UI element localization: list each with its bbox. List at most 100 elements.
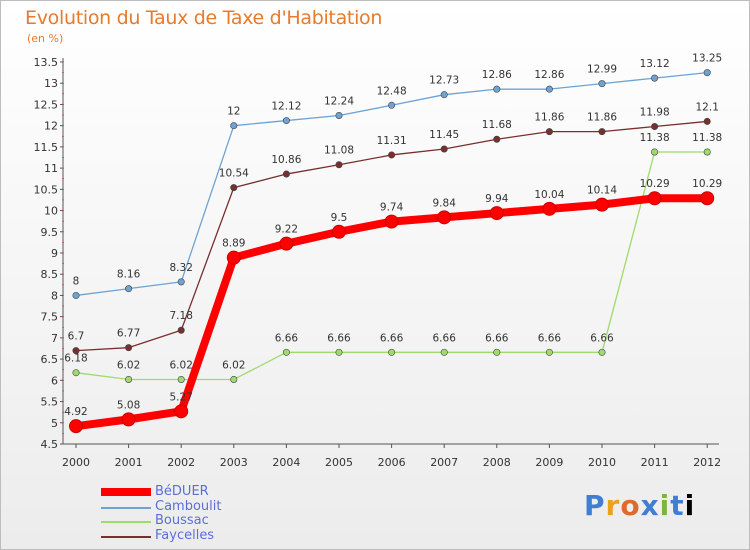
data-label: 11.31 [377, 135, 407, 147]
data-label: 11.38 [692, 132, 722, 144]
data-label: 9.22 [275, 224, 298, 236]
data-label: 8.32 [170, 262, 193, 274]
y-tick-label: 12.5 [34, 98, 59, 111]
data-label: 11.38 [640, 132, 670, 144]
x-tick-label: 2010 [588, 456, 616, 469]
x-tick-label: 2008 [483, 456, 511, 469]
data-point [493, 85, 501, 93]
legend-item-camboulit: Camboulit [101, 499, 341, 515]
data-point [651, 74, 659, 82]
y-tick-label: 8.5 [41, 268, 59, 281]
data-label: 10.29 [640, 178, 670, 190]
data-point [493, 135, 501, 143]
data-label: 11.45 [429, 129, 459, 141]
legend-label: BéDUER [155, 484, 209, 499]
data-point [700, 191, 715, 206]
data-label: 13.12 [640, 58, 670, 70]
data-label: 6.02 [170, 359, 193, 371]
data-point [651, 148, 659, 156]
data-label: 12.12 [271, 101, 301, 113]
data-label: 12.99 [587, 64, 617, 76]
y-tick-label: 5 [51, 417, 58, 430]
data-point [598, 348, 606, 356]
data-label: 8.16 [117, 269, 141, 281]
x-tick-label: 2007 [430, 456, 458, 469]
data-point [230, 375, 238, 383]
data-label: 12.1 [696, 101, 719, 113]
data-point [545, 128, 553, 136]
data-label: 9.94 [485, 193, 509, 205]
y-tick-label: 6.5 [41, 353, 59, 366]
data-label: 12.24 [324, 95, 354, 107]
data-point [388, 348, 396, 356]
data-point [72, 369, 80, 377]
legend-swatch [101, 535, 151, 538]
x-tick-label: 2004 [272, 456, 300, 469]
data-point [72, 291, 80, 299]
y-tick-label: 5.5 [41, 396, 59, 409]
data-point [125, 285, 133, 293]
data-point [226, 250, 241, 265]
legend-label: Faycelles [155, 527, 215, 543]
data-point [440, 348, 448, 356]
data-point [174, 404, 189, 419]
x-tick-label: 2001 [115, 456, 143, 469]
data-label: 6.7 [68, 331, 85, 343]
data-point [125, 344, 133, 352]
data-label: 10.14 [587, 185, 617, 197]
data-point [598, 80, 606, 88]
x-tick-label: 2011 [641, 456, 669, 469]
legend-label: Boussac [155, 513, 209, 528]
data-point [651, 123, 659, 131]
data-label: 12 [227, 106, 240, 118]
legend-swatch [101, 521, 151, 523]
proxiti-logo: Proxiti [584, 489, 696, 522]
chart-title: Evolution du Taux de Taxe d'Habitation [25, 7, 383, 29]
data-label: 11.68 [482, 119, 512, 131]
data-label: 4.92 [64, 406, 87, 418]
data-point [489, 206, 504, 221]
x-tick-label: 2003 [220, 456, 248, 469]
data-label: 6.66 [275, 332, 299, 344]
data-label: 8 [73, 275, 80, 287]
data-point [647, 191, 662, 206]
data-label: 6.66 [485, 332, 509, 344]
data-label: 6.66 [433, 332, 457, 344]
data-label: 6.77 [117, 328, 140, 340]
y-tick-label: 7.5 [41, 311, 59, 324]
x-tick-label: 2012 [693, 456, 721, 469]
y-tick-label: 9.5 [41, 226, 59, 239]
y-tick-label: 13.5 [34, 56, 59, 69]
data-label: 11.86 [587, 112, 617, 124]
data-point [545, 348, 553, 356]
data-point [72, 347, 80, 355]
data-point [703, 148, 711, 156]
data-point [335, 161, 343, 169]
data-point [493, 348, 501, 356]
x-tick-label: 2006 [378, 456, 406, 469]
data-point [279, 236, 294, 251]
unit-label: (en %) [27, 32, 64, 45]
data-point [542, 201, 557, 216]
data-label: 11.08 [324, 145, 354, 157]
data-label: 10.29 [692, 178, 722, 190]
data-label: 6.66 [327, 332, 351, 344]
data-label: 6.66 [538, 332, 562, 344]
data-point [177, 326, 185, 334]
data-point [545, 85, 553, 93]
data-point [598, 128, 606, 136]
legend-item-faycelles: Faycelles [101, 527, 341, 544]
data-point [332, 224, 346, 239]
data-point [440, 145, 448, 153]
data-point [440, 91, 448, 99]
y-tick-label: 7 [51, 332, 58, 345]
data-label: 10.86 [271, 154, 301, 166]
data-point [595, 197, 609, 212]
data-label: 10.04 [534, 189, 564, 201]
data-label: 7.18 [170, 310, 193, 322]
y-tick-label: 8 [51, 289, 58, 302]
data-label: 6.18 [64, 353, 87, 365]
data-label: 11.86 [534, 112, 564, 124]
legend-swatch [101, 506, 151, 509]
